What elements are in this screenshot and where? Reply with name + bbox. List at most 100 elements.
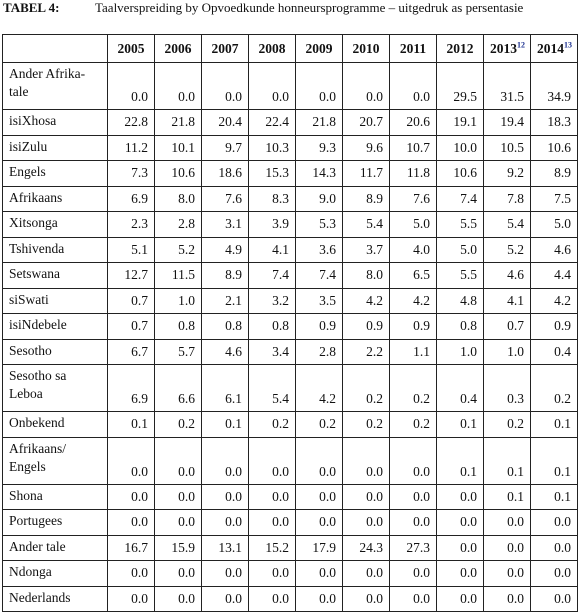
value-cell: 0.0 bbox=[530, 509, 578, 536]
value-cell: 0.0 bbox=[107, 62, 155, 110]
language-cell: Onbekend bbox=[2, 411, 108, 438]
value-cell: 0.0 bbox=[530, 560, 578, 587]
value-cell: 0.1 bbox=[483, 483, 531, 510]
value-cell: 20.7 bbox=[342, 109, 390, 136]
value-cell: 4.9 bbox=[201, 236, 249, 263]
table-row: Afrikaans/ Engels 0.0 0.0 0.0 0.0 0.0 0.0 0.0 0.… bbox=[2, 436, 578, 485]
value-cell: 24.3 bbox=[342, 534, 390, 561]
value-cell: 15.2 bbox=[248, 534, 296, 561]
value-cell: 0.0 bbox=[248, 585, 296, 612]
value-cell: 22.4 bbox=[248, 109, 296, 136]
value-cell: 8.9 bbox=[530, 160, 578, 187]
value-cell: 0.2 bbox=[295, 411, 343, 438]
value-cell: 3.6 bbox=[295, 236, 343, 263]
value-cell: 11.2 bbox=[107, 134, 155, 161]
value-cell: 4.8 bbox=[436, 287, 484, 314]
value-cell: 0.0 bbox=[342, 560, 390, 587]
value-cell: 10.6 bbox=[154, 160, 202, 187]
value-cell: 7.8 bbox=[483, 185, 531, 212]
year-label: 2011 bbox=[399, 40, 427, 56]
value-cell: 3.5 bbox=[295, 287, 343, 314]
value-cell: 5.2 bbox=[483, 236, 531, 263]
value-cell: 6.1 bbox=[201, 364, 249, 412]
value-cell: 17.9 bbox=[295, 534, 343, 561]
table-row: isiZulu 11.2 10.1 9.7 10.3 9.3 9.6 10.7 10.0 10.5… bbox=[2, 134, 578, 161]
value-cell: 0.3 bbox=[483, 364, 531, 412]
value-cell: 16.7 bbox=[107, 534, 155, 561]
footnote-ref: 12 bbox=[517, 40, 525, 49]
value-cell: 22.8 bbox=[107, 109, 155, 136]
value-cell: 21.8 bbox=[154, 109, 202, 136]
value-cell: 0.7 bbox=[483, 313, 531, 340]
value-cell: 0.2 bbox=[483, 411, 531, 438]
value-cell: 34.9 bbox=[530, 62, 578, 110]
value-cell: 1.0 bbox=[483, 338, 531, 365]
value-cell: 0.0 bbox=[295, 483, 343, 510]
value-cell: 0.1 bbox=[436, 436, 484, 485]
value-cell: 0.0 bbox=[436, 585, 484, 612]
table-row: Nederlands 0.0 0.0 0.0 0.0 0.0 0.0 0.0 0.0 0.0 0.0 bbox=[2, 585, 578, 612]
value-cell: 29.5 bbox=[436, 62, 484, 110]
value-cell: 0.1 bbox=[107, 411, 155, 438]
value-cell: 27.3 bbox=[389, 534, 437, 561]
value-cell: 9.2 bbox=[483, 160, 531, 187]
language-cell: Sesotho bbox=[2, 338, 108, 365]
language-cell: Shona bbox=[2, 483, 108, 510]
value-cell: 0.0 bbox=[201, 560, 249, 587]
value-cell: 20.6 bbox=[389, 109, 437, 136]
value-cell: 0.7 bbox=[107, 287, 155, 314]
value-cell: 10.5 bbox=[483, 134, 531, 161]
value-cell: 0.0 bbox=[389, 436, 437, 485]
value-cell: 1.1 bbox=[389, 338, 437, 365]
value-cell: 0.0 bbox=[201, 62, 249, 110]
value-cell: 10.0 bbox=[436, 134, 484, 161]
value-cell: 0.0 bbox=[154, 560, 202, 587]
value-cell: 3.7 bbox=[342, 236, 390, 263]
language-distribution-table: 2005 2006 2007 2008 2009 2010 2011 2012 201312 20… bbox=[2, 34, 578, 612]
value-cell: 18.6 bbox=[201, 160, 249, 187]
value-cell: 0.0 bbox=[389, 585, 437, 612]
value-cell: 4.6 bbox=[201, 338, 249, 365]
header-year: 2007 bbox=[201, 34, 249, 63]
value-cell: 0.0 bbox=[154, 585, 202, 612]
value-cell: 13.1 bbox=[201, 534, 249, 561]
value-cell: 20.4 bbox=[201, 109, 249, 136]
year-label: 2013 bbox=[490, 40, 517, 56]
value-cell: 0.0 bbox=[248, 483, 296, 510]
value-cell: 0.0 bbox=[154, 483, 202, 510]
value-cell: 0.0 bbox=[342, 436, 390, 485]
value-cell: 0.0 bbox=[436, 483, 484, 510]
value-cell: 2.8 bbox=[154, 211, 202, 238]
value-cell: 0.0 bbox=[201, 436, 249, 485]
value-cell: 0.1 bbox=[530, 436, 578, 485]
value-cell: 3.4 bbox=[248, 338, 296, 365]
year-label: 2012 bbox=[446, 40, 474, 56]
year-label: 2009 bbox=[305, 40, 333, 56]
value-cell: 0.0 bbox=[295, 585, 343, 612]
value-cell: 21.8 bbox=[295, 109, 343, 136]
value-cell: 7.5 bbox=[530, 185, 578, 212]
value-cell: 1.0 bbox=[436, 338, 484, 365]
value-cell: 5.0 bbox=[436, 236, 484, 263]
value-cell: 0.0 bbox=[342, 483, 390, 510]
value-cell: 0.1 bbox=[201, 411, 249, 438]
value-cell: 0.0 bbox=[107, 560, 155, 587]
value-cell: 9.6 bbox=[342, 134, 390, 161]
value-cell: 0.0 bbox=[483, 509, 531, 536]
value-cell: 0.0 bbox=[248, 509, 296, 536]
value-cell: 19.1 bbox=[436, 109, 484, 136]
language-cell: isiNdebele bbox=[2, 313, 108, 340]
value-cell: 3.2 bbox=[248, 287, 296, 314]
table-row: Tshivenda 5.1 5.2 4.9 4.1 3.6 3.7 4.0 5.0 5.2 4.6 bbox=[2, 236, 578, 263]
value-cell: 5.4 bbox=[483, 211, 531, 238]
table-row: siSwati 0.7 1.0 2.1 3.2 3.5 4.2 4.2 4.8 4.1 4.2 bbox=[2, 287, 578, 314]
header-row: 2005 2006 2007 2008 2009 2010 2011 2012 201312 20… bbox=[2, 34, 578, 63]
table-row: Onbekend 0.1 0.2 0.1 0.2 0.2 0.2 0.2 0.1 0.2 0.1 bbox=[2, 411, 578, 438]
value-cell: 12.7 bbox=[107, 262, 155, 289]
language-cell: Ndonga bbox=[2, 560, 108, 587]
value-cell: 7.6 bbox=[389, 185, 437, 212]
value-cell: 0.0 bbox=[201, 585, 249, 612]
value-cell: 10.3 bbox=[248, 134, 296, 161]
value-cell: 0.8 bbox=[436, 313, 484, 340]
value-cell: 0.9 bbox=[342, 313, 390, 340]
